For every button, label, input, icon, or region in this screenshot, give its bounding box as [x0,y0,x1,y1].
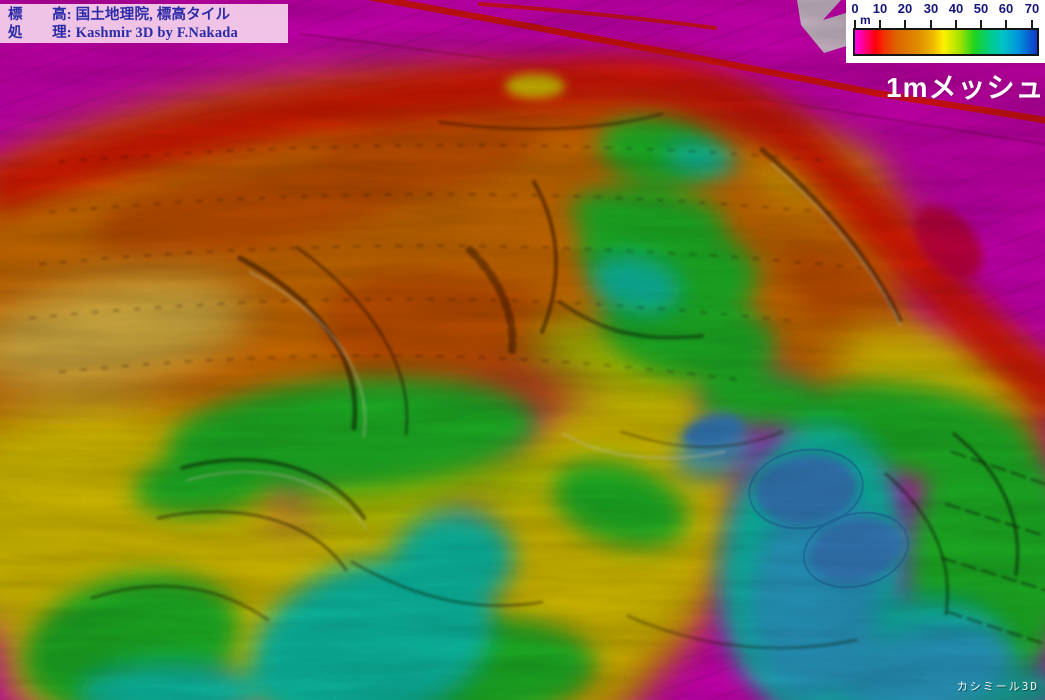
elevation-colorbar [853,28,1039,56]
kashmir3d-watermark: カシミール3D [956,680,1039,693]
elevation-legend: 0 10 20 30 40 50 60 70 m [846,0,1045,63]
legend-tick-label: 40 [948,1,964,16]
mesh-resolution-label: 1mメッシュ [886,72,1045,103]
credit-box: 標 高: 国土地理院, 標高タイル 処 理: Kashmir 3D by F.N… [0,4,288,43]
legend-tick-label: 50 [973,1,989,16]
legend-tick-label: 70 [1024,1,1040,16]
legend-tick-label: 20 [897,1,913,16]
legend-tick-label: 10 [872,1,888,16]
legend-tick-label: 30 [923,1,939,16]
legend-unit-label: m [860,13,871,27]
legend-tick-label: 0 [851,1,859,16]
credit-line-elevation: 標 高: 国土地理院, 標高タイル [8,7,231,23]
legend-tick-label: 60 [998,1,1014,16]
credit-line-processing: 処 理: Kashmir 3D by F.Nakada [8,25,238,41]
